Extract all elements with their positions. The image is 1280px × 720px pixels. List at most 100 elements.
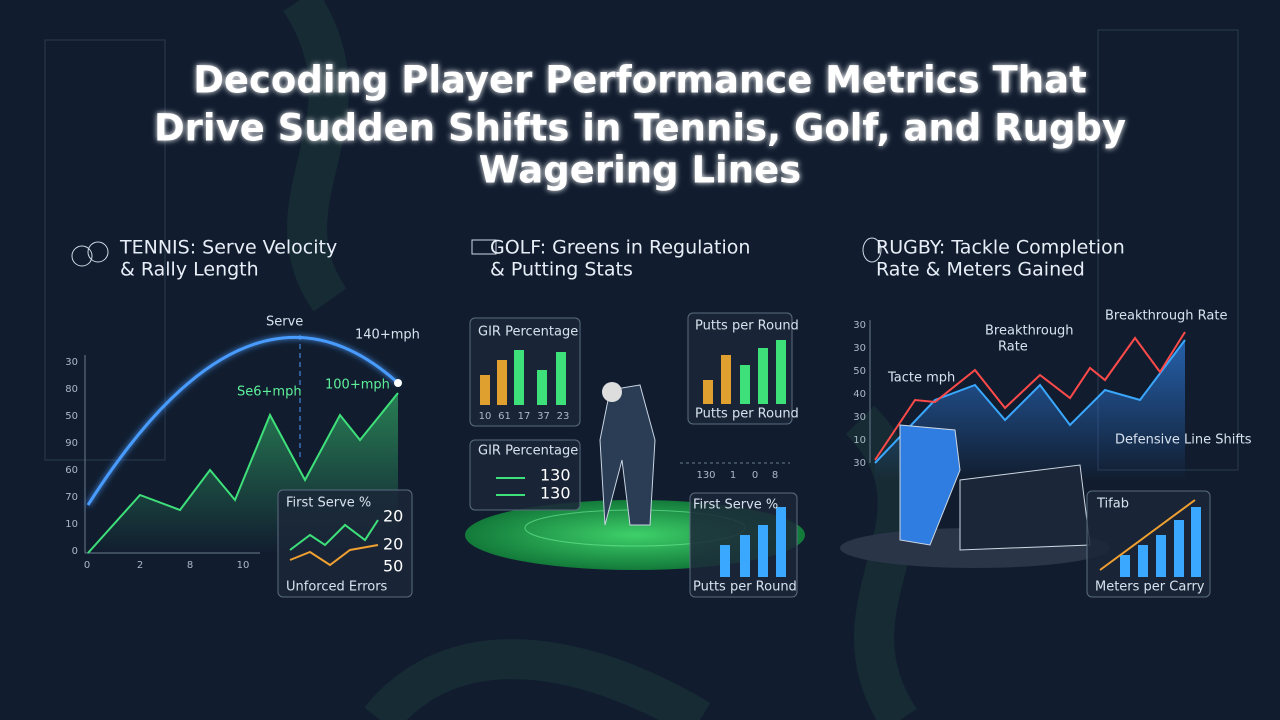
panel-title: GIR Percentage xyxy=(478,444,578,459)
panel-title: First Serve % xyxy=(286,496,371,511)
tick-label: 70 xyxy=(65,492,78,503)
label: 140+mph xyxy=(355,328,420,343)
point xyxy=(394,379,402,387)
curve xyxy=(86,336,400,506)
tick-label: 130 xyxy=(696,470,715,481)
tick-label: 8 xyxy=(187,560,193,571)
line xyxy=(289,544,379,567)
tick-label: 17 xyxy=(518,411,531,422)
title-line: Wagering Lines xyxy=(479,149,801,192)
value-text: 130 xyxy=(540,466,571,485)
tick-label: 80 xyxy=(65,384,78,395)
tick-label: 50 xyxy=(853,366,866,377)
line xyxy=(874,339,1186,464)
panel xyxy=(469,439,581,511)
icon xyxy=(471,239,497,255)
tick-label: 30 xyxy=(853,343,866,354)
panel-footer: Putts per Round xyxy=(695,407,799,422)
panel-footer: Putts per Round xyxy=(693,580,797,595)
bar-decor xyxy=(556,352,566,405)
line xyxy=(87,392,399,554)
tick-label: 1 xyxy=(730,470,736,481)
bar-decor xyxy=(514,350,524,405)
value-text: 20 xyxy=(383,535,403,554)
tick-label: 2 xyxy=(137,560,143,571)
y-labels: 30 30 50 40 30 10 30 xyxy=(853,320,866,469)
bar-decor xyxy=(480,375,490,405)
bar-decor xyxy=(1156,535,1166,577)
label: Serve xyxy=(266,315,303,330)
panel-footer: Unforced Errors xyxy=(286,580,388,595)
dot-labels: 130 1 0 8 xyxy=(696,470,778,481)
label: Rate xyxy=(998,340,1028,355)
label: 100+mph xyxy=(325,378,390,393)
bar-decor xyxy=(1191,507,1201,577)
bar-decor xyxy=(720,545,730,577)
title-line: Drive Sudden Shifts in Tennis, Golf, and… xyxy=(154,107,1126,150)
tick-label: 61 xyxy=(498,411,511,422)
y-labels: 30 80 50 90 60 70 10 0 xyxy=(65,357,78,557)
trend xyxy=(1099,499,1196,571)
value-text: 20 xyxy=(383,507,403,526)
bar-decor xyxy=(740,535,750,577)
tick-label: 10 xyxy=(479,411,492,422)
value-text: 130 xyxy=(540,484,571,503)
tick-label: 30 xyxy=(853,412,866,423)
heading: Rate & Meters Gained xyxy=(876,259,1085,281)
heading: & Rally Length xyxy=(120,259,259,281)
icon xyxy=(87,241,109,263)
line xyxy=(289,519,379,551)
golfer xyxy=(599,384,656,526)
tick-label: 0 xyxy=(72,546,78,557)
bar-decor xyxy=(758,525,768,577)
bar-decor xyxy=(1138,545,1148,577)
bar-decor xyxy=(721,355,731,404)
tick-label: 23 xyxy=(557,411,570,422)
panel-title: Tifab xyxy=(1096,497,1129,512)
panel-title: GIR Percentage xyxy=(478,325,578,340)
line xyxy=(874,331,1186,461)
tick-label: 40 xyxy=(853,389,866,400)
bar-decor xyxy=(776,507,786,577)
tick-label: 10 xyxy=(65,519,78,530)
label: Tacte mph xyxy=(887,371,955,386)
tick-label: 30 xyxy=(65,357,78,368)
panel-footer: Meters per Carry xyxy=(1095,580,1205,595)
bar-decor xyxy=(497,360,507,405)
label: Breakthrough xyxy=(985,324,1074,339)
title: Decoding Player Performance Metrics That… xyxy=(154,59,1126,192)
label: Se6+mph xyxy=(237,385,302,400)
bar-decor xyxy=(1174,520,1184,577)
panel xyxy=(277,489,413,598)
tick-label: 0 xyxy=(84,560,90,571)
heading: & Putting Stats xyxy=(490,259,633,281)
players xyxy=(959,464,1091,551)
panel-title: First Serve % xyxy=(693,498,778,513)
icon xyxy=(862,237,882,263)
bar-decor xyxy=(758,348,768,404)
panel-title: Putts per Round xyxy=(695,319,799,334)
x-labels: 0 2 8 10 xyxy=(84,560,250,571)
label: Defensive Line Shifts xyxy=(1115,433,1252,448)
label: Breakthrough Rate xyxy=(1105,309,1228,324)
tick-label: 10 xyxy=(853,435,866,446)
tick-label: 30 xyxy=(853,458,866,469)
heading: TENNIS: Serve Velocity xyxy=(119,237,337,259)
bar-decor xyxy=(703,380,713,404)
bar-decor xyxy=(1120,555,1130,577)
tick-label: 10 xyxy=(237,560,250,571)
tick-label: 30 xyxy=(853,320,866,331)
heading: RUGBY: Tackle Completion xyxy=(876,237,1125,259)
tick-label: 50 xyxy=(65,411,78,422)
tick-label: 8 xyxy=(772,470,778,481)
icon xyxy=(71,245,93,267)
tick-label: 60 xyxy=(65,465,78,476)
tick-label: 37 xyxy=(537,411,550,422)
golfer-head xyxy=(602,382,622,402)
bar-decor xyxy=(740,365,750,404)
tick-label: 0 xyxy=(752,470,758,481)
bar-decor xyxy=(537,370,547,405)
tick-label: 90 xyxy=(65,438,78,449)
